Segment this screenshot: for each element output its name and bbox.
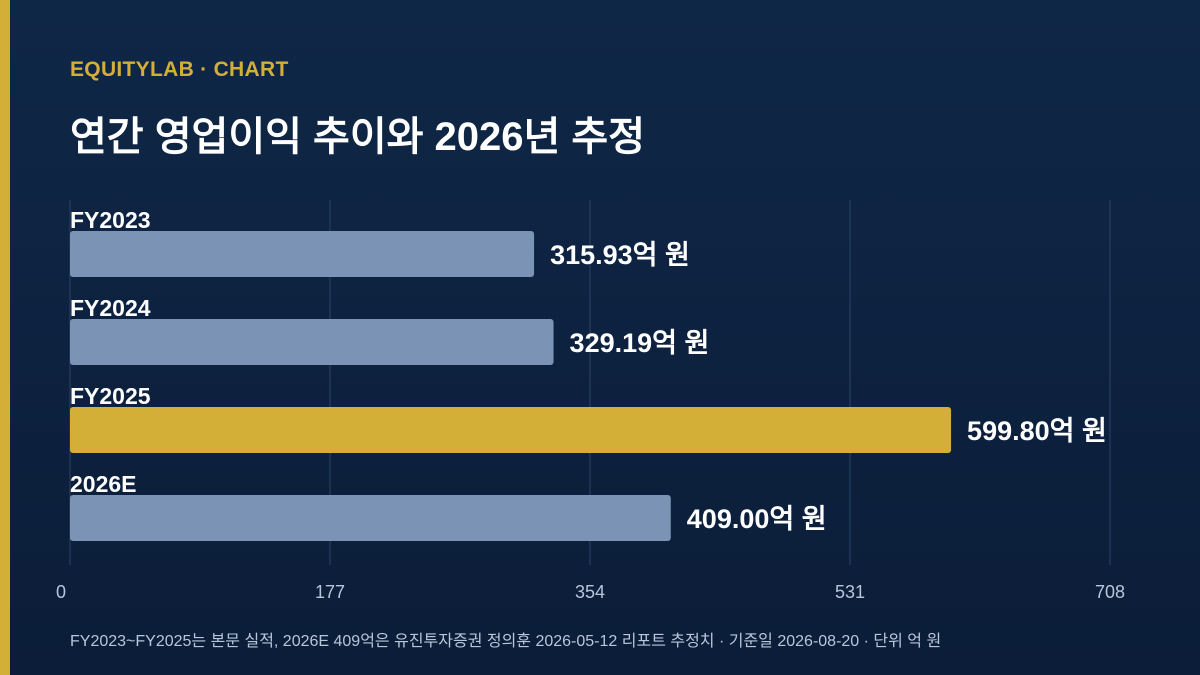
- category-label: 2026E: [70, 471, 137, 497]
- x-tick-label: 531: [835, 582, 865, 602]
- accent-bar: [0, 0, 10, 675]
- x-tick-label: 354: [575, 582, 605, 602]
- x-tick-label: 177: [315, 582, 345, 602]
- brand-label: EQUITYLAB · CHART: [70, 58, 289, 81]
- value-label: 599.80억 원: [967, 416, 1107, 446]
- value-label: 329.19억 원: [570, 328, 710, 358]
- bar: [70, 407, 952, 453]
- category-label: FY2023: [70, 207, 151, 233]
- bar: [70, 319, 554, 365]
- bar: [70, 495, 671, 541]
- footnote: FY2023~FY2025는 본문 실적, 2026E 409억은 유진투자증권…: [70, 633, 942, 650]
- x-tick-label: 0: [56, 582, 66, 602]
- bar: [70, 231, 535, 277]
- value-label: 409.00억 원: [687, 504, 827, 534]
- value-label: 315.93억 원: [550, 240, 690, 270]
- category-label: FY2024: [70, 295, 151, 321]
- x-tick-label: 708: [1095, 582, 1125, 602]
- chart-title: 연간 영업이익 추이와 2026년 추정: [70, 115, 646, 159]
- category-label: FY2025: [70, 383, 151, 409]
